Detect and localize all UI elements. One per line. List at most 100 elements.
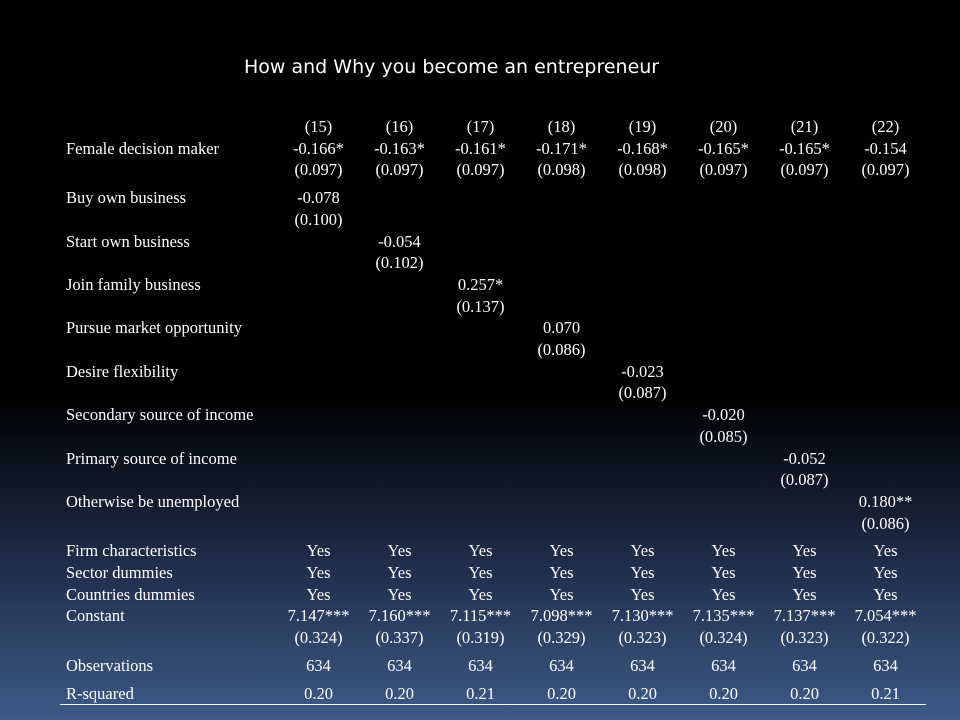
table-cell <box>359 404 440 426</box>
row-label: R-squared <box>60 682 278 706</box>
table-cell: (0.329) <box>537 628 586 648</box>
table-cell: 634 <box>873 655 898 675</box>
table-cell: 7.160*** <box>368 606 431 626</box>
table-cell <box>845 231 926 253</box>
table-cell <box>521 209 602 231</box>
table-row-female-decision-maker-coef: Female decision maker -0.166* -0.163* -0.16… <box>60 138 926 160</box>
table-row-desire-flexibility-se: (0.087) <box>60 382 926 404</box>
table-cell: Yes <box>792 563 817 583</box>
row-label <box>60 426 278 448</box>
table-cell <box>683 491 764 513</box>
table-cell: (0.097) <box>699 160 748 180</box>
table-cell <box>278 382 359 404</box>
table-cell <box>764 231 845 253</box>
table-cell <box>683 448 764 470</box>
table-cell <box>440 469 521 491</box>
row-label <box>60 159 278 181</box>
table-cell: 634 <box>630 655 655 675</box>
table-cell: -0.166* <box>293 138 344 158</box>
table-cell: Yes <box>549 584 574 604</box>
table-cell <box>359 491 440 513</box>
column-header-row: (15) (16) (17) (18) (19) (20) (21) (22) <box>60 116 926 138</box>
table-cell <box>602 339 683 361</box>
table-cell: Yes <box>711 541 736 561</box>
table-cell <box>440 513 521 535</box>
row-label: Countries dummies <box>66 584 195 604</box>
table-cell <box>602 448 683 470</box>
row-label: Start own business <box>66 231 190 251</box>
table-cell: 0.21 <box>440 682 521 706</box>
table-cell <box>602 209 683 231</box>
row-label: Otherwise be unemployed <box>66 491 240 511</box>
table-cell <box>764 209 845 231</box>
table-row-observations: Observations 634 634 634 634 634 634 634 634 <box>60 655 926 677</box>
column-header: (16) <box>385 117 414 136</box>
table-cell <box>521 469 602 491</box>
table-cell <box>521 404 602 426</box>
row-label: Pursue market opportunity <box>66 318 242 338</box>
table-cell: (0.097) <box>780 160 829 180</box>
table-cell <box>278 469 359 491</box>
table-cell: -0.078 <box>297 188 340 208</box>
column-header: (19) <box>628 117 657 136</box>
table-cell <box>764 252 845 274</box>
table-cell: 0.21 <box>845 682 926 706</box>
table-row-sector-dummies: Sector dummies Yes Yes Yes Yes Yes Yes Yes Yes <box>60 562 926 584</box>
table-cell: Yes <box>306 584 331 604</box>
table-cell <box>359 339 440 361</box>
table-cell: 634 <box>468 655 493 675</box>
table-cell <box>602 317 683 339</box>
table-cell <box>440 187 521 209</box>
table-cell: Yes <box>306 541 331 561</box>
table-cell <box>764 491 845 513</box>
table-cell <box>359 209 440 231</box>
table-row-secondary-source-of-income-se: (0.085) <box>60 426 926 448</box>
table-cell: 634 <box>306 655 331 675</box>
row-label: Constant <box>66 606 125 626</box>
table-cell: 0.20 <box>602 682 683 706</box>
table-cell <box>683 317 764 339</box>
column-header: (22) <box>871 117 900 136</box>
table-cell: 0.257* <box>457 274 504 294</box>
table-cell: Yes <box>549 563 574 583</box>
table-cell <box>845 252 926 274</box>
table-cell <box>359 426 440 448</box>
table-cell <box>764 296 845 318</box>
table-cell <box>602 426 683 448</box>
table-cell <box>359 469 440 491</box>
table-cell <box>602 296 683 318</box>
table-row-start-own-business-coef: Start own business -0.054 <box>60 231 926 253</box>
table-cell <box>359 317 440 339</box>
row-label: Observations <box>66 655 154 675</box>
table-row-constant-coef: Constant 7.147*** 7.160*** 7.115*** 7.098***… <box>60 605 926 627</box>
table-row-buy-own-business-coef: Buy own business -0.078 <box>60 187 926 209</box>
table-cell <box>683 274 764 296</box>
table-cell: Yes <box>306 563 331 583</box>
table-cell: (0.323) <box>618 628 667 648</box>
table-cell <box>278 231 359 253</box>
table-row-primary-source-of-income-se: (0.087) <box>60 469 926 491</box>
row-label: Desire flexibility <box>66 361 179 381</box>
table-cell <box>845 317 926 339</box>
table-cell <box>440 448 521 470</box>
row-label <box>60 339 278 361</box>
table-cell <box>683 339 764 361</box>
table-cell <box>521 274 602 296</box>
table-row-pursue-market-opportunity-coef: Pursue market opportunity 0.070 <box>60 317 926 339</box>
table-cell <box>602 252 683 274</box>
table-cell <box>359 274 440 296</box>
table-cell: (0.324) <box>699 628 748 648</box>
table-cell <box>440 252 521 274</box>
table-cell <box>683 382 764 404</box>
table-cell <box>602 274 683 296</box>
table-cell <box>683 209 764 231</box>
table-cell: Yes <box>711 563 736 583</box>
table-cell: Yes <box>387 563 412 583</box>
table-cell: 7.130*** <box>611 606 674 626</box>
table-row-pursue-market-opportunity-se: (0.086) <box>60 339 926 361</box>
table-cell <box>845 209 926 231</box>
row-label: Primary source of income <box>66 448 237 468</box>
table-row-primary-source-of-income-coef: Primary source of income -0.052 <box>60 448 926 470</box>
table-cell <box>359 513 440 535</box>
table-cell: -0.165* <box>698 138 749 158</box>
